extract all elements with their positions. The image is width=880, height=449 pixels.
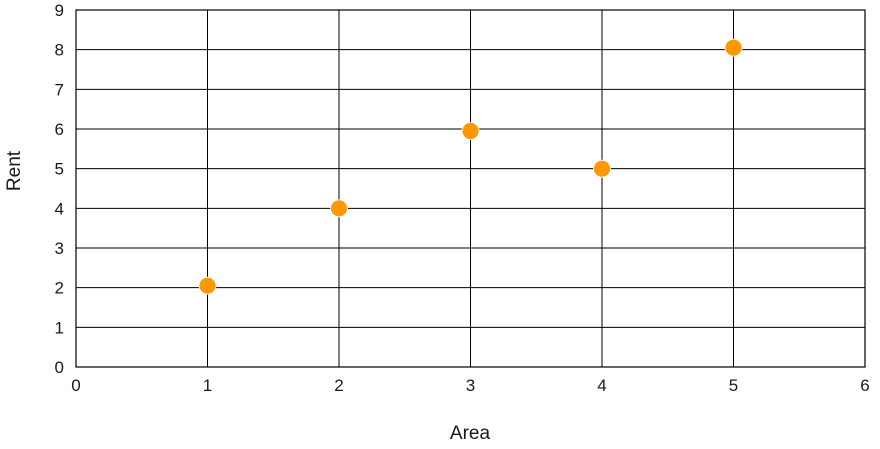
- x-tick-label: 2: [334, 376, 343, 395]
- data-point: [724, 38, 743, 57]
- x-tick-label: 4: [597, 376, 606, 395]
- y-tick-label: 0: [55, 358, 64, 377]
- x-axis-title: Area: [450, 423, 491, 444]
- data-point: [330, 199, 348, 218]
- data-point: [198, 276, 217, 295]
- y-tick-label: 6: [55, 120, 64, 139]
- data-points: [198, 38, 743, 295]
- x-tick-label: 3: [466, 376, 475, 395]
- x-tick-label: 0: [71, 376, 80, 395]
- y-axis-title: Rent: [4, 150, 25, 191]
- y-tick-label: 1: [55, 318, 64, 337]
- grid-lines: [75, 9, 866, 368]
- data-point: [461, 122, 480, 140]
- plot-frame: [75, 9, 866, 368]
- y-tick-label: 8: [55, 41, 64, 60]
- y-tick-label: 4: [55, 199, 64, 218]
- y-axis-ticks: 0 1 2 3 4 5 6 7 8 9: [55, 1, 64, 377]
- x-tick-label: 6: [860, 376, 869, 395]
- y-tick-label: 3: [55, 239, 64, 258]
- y-tick-label: 9: [55, 1, 64, 20]
- x-axis-ticks: 0 1 2 3 4 5 6: [71, 376, 869, 395]
- data-point: [593, 159, 611, 178]
- y-tick-label: 5: [55, 160, 64, 179]
- x-tick-label: 1: [203, 376, 212, 395]
- y-tick-label: 7: [55, 80, 64, 99]
- x-tick-label: 5: [729, 376, 738, 395]
- y-tick-label: 2: [55, 279, 64, 298]
